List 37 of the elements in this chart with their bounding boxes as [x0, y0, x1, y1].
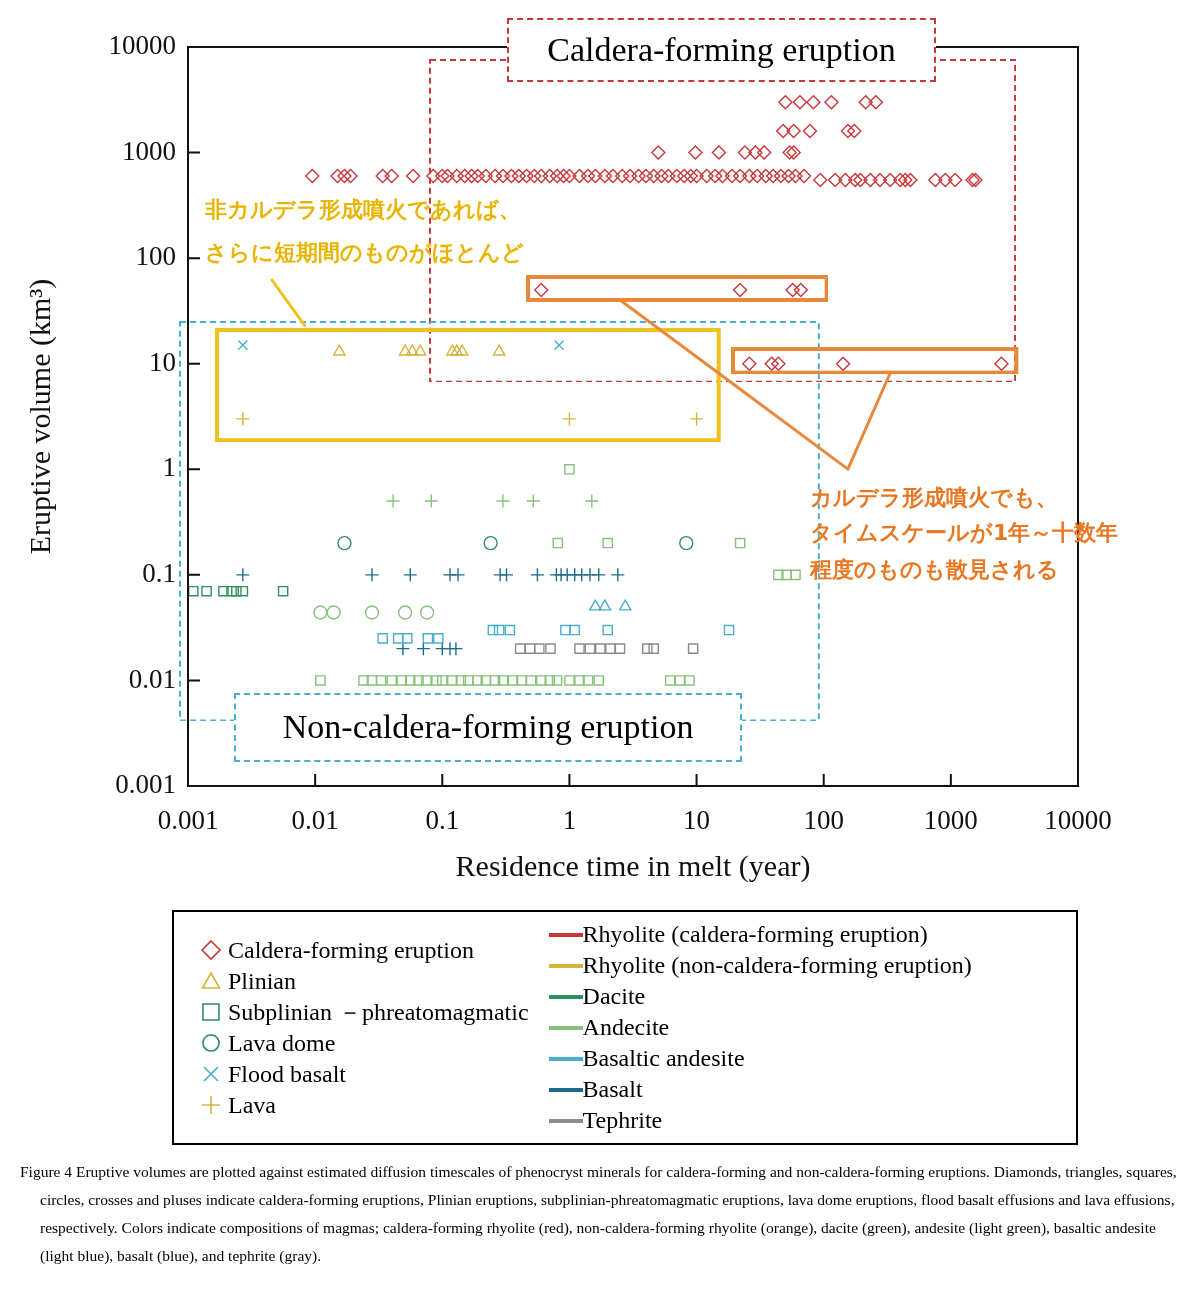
- y-tick-label: 1000: [122, 135, 176, 166]
- y-tick-label: 0.001: [115, 769, 176, 800]
- annotation: Non-caldera-forming eruption: [233, 693, 743, 762]
- legend-label: Basaltic andesite: [582, 1045, 745, 1072]
- legend-label: Tephrite: [582, 1107, 663, 1134]
- legend-label: Caldera-forming eruption: [228, 936, 474, 964]
- y-tick-label: 100: [135, 241, 176, 272]
- x-tick-label: 1: [562, 805, 577, 836]
- x-tick-label: 0.01: [291, 805, 339, 836]
- legend-label: Lava: [228, 1091, 276, 1119]
- annotation: 程度のものも散見される: [809, 555, 1059, 584]
- legend-label: Dacite: [582, 983, 646, 1010]
- y-tick-label: 10000: [108, 30, 176, 61]
- annotation: カルデラ形成噴火でも、: [809, 483, 1058, 512]
- x-axis-title: Residence time in melt (year): [455, 848, 811, 883]
- y-tick-label: 0.01: [128, 663, 176, 694]
- legend-label: Rhyolite (non-caldera-forming eruption): [582, 952, 972, 979]
- annotation: Caldera-forming eruption: [506, 18, 937, 83]
- legend-label: Flood basalt: [228, 1060, 346, 1088]
- x-tick-label: 100: [803, 805, 844, 836]
- y-tick-label: 0.1: [142, 557, 176, 588]
- annotation: さらに短期間のものがほとんど: [204, 239, 524, 268]
- legend-label: Rhyolite (caldera-forming eruption): [582, 921, 928, 948]
- x-tick-label: 10: [683, 805, 711, 836]
- y-tick-label: 1: [162, 452, 176, 483]
- annotation: 非カルデラ形成噴火であれば、: [204, 196, 521, 225]
- x-tick-label: 0.1: [425, 805, 460, 836]
- legend-label: Subplinian －phreatomagmatic: [228, 998, 529, 1027]
- legend-label: Andecite: [582, 1014, 670, 1041]
- legend-label: Basalt: [582, 1076, 643, 1103]
- y-tick-label: 10: [149, 346, 176, 377]
- y-axis-title: Eruptive volume (km³): [22, 278, 57, 555]
- x-tick-label: 1000: [923, 805, 978, 836]
- legend-label: Plinian: [228, 967, 297, 995]
- x-tick-label: 10000: [1044, 805, 1112, 836]
- legend-label: Lava dome: [228, 1029, 336, 1057]
- caption: Figure 4 Eruptive volumes are plotted against estimated diffusion timescales of phenocryst minerals for caldera-forming and non-caldera-forming eruptions. Diamonds, triangles, squares, circles, crosses and pluses indicate caldera-forming eruptions, Plinian eruptions, subplinian-phreatomagmatic eruptions, lava dome eruptions, flood basalt effusions and lava effusions, respectively. Colors indicate compositions of magmas; caldera-forming rhyolite (red), non-caldera-forming rhyolite (orange), dacite (green), andesite (light green), basaltic andesite (light blue), basalt (blue), and tephrite (gray).: [20, 1162, 1178, 1266]
